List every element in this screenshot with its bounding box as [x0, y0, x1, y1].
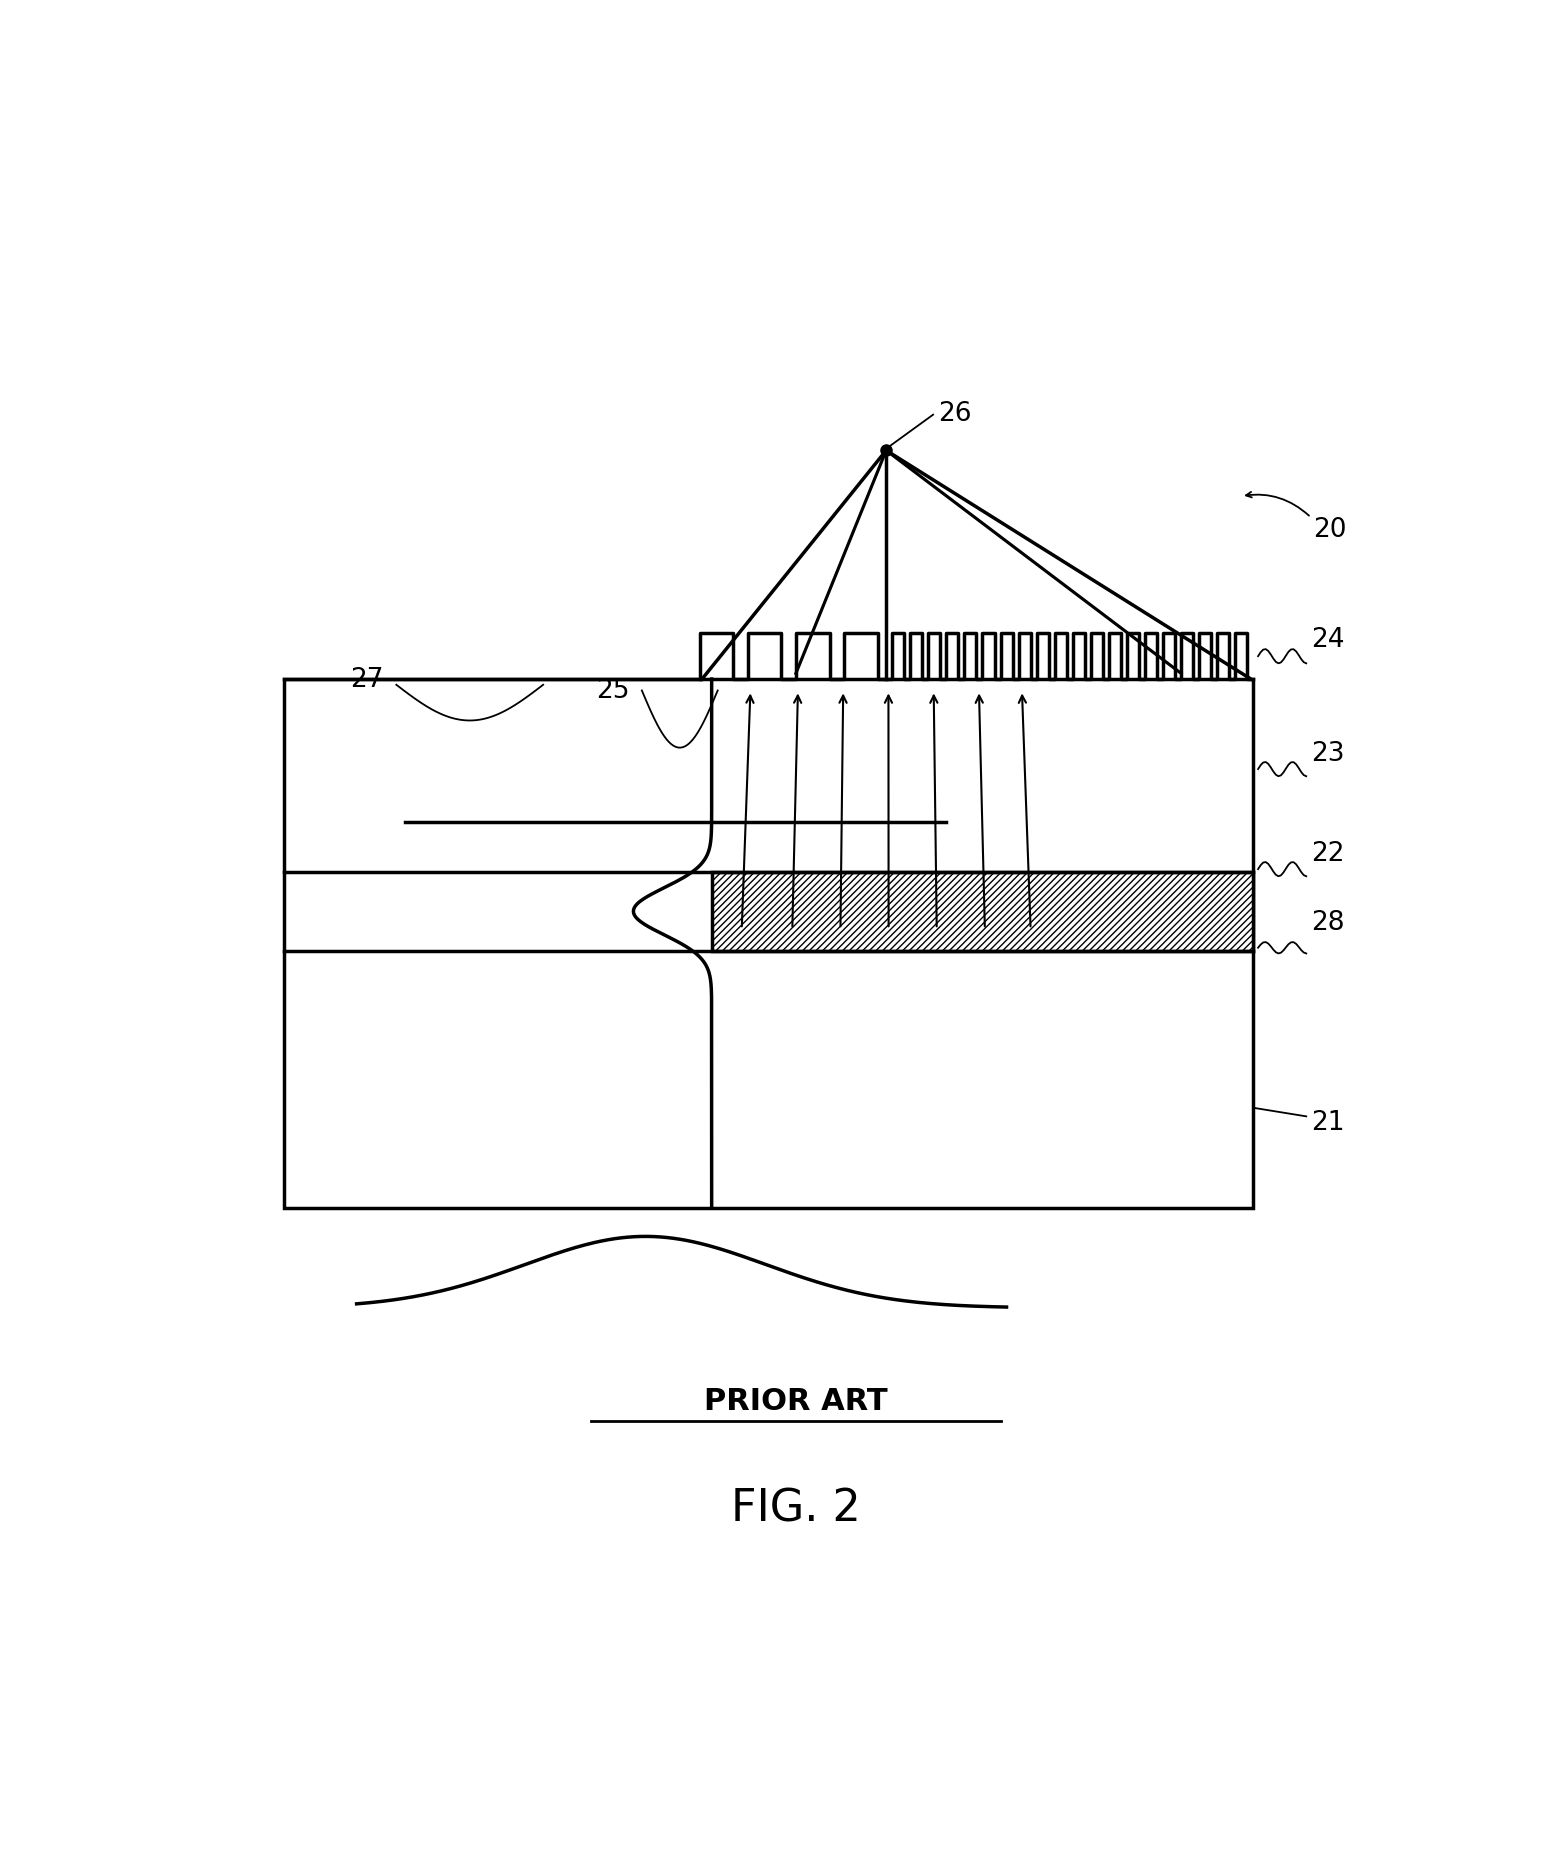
Text: 23: 23: [1311, 740, 1345, 766]
Text: 28: 28: [1311, 909, 1345, 935]
Text: 21: 21: [1311, 1109, 1345, 1135]
Text: 26: 26: [938, 401, 972, 427]
Text: FIG. 2: FIG. 2: [731, 1486, 860, 1530]
Text: 25: 25: [596, 679, 629, 705]
Text: 22: 22: [1311, 840, 1345, 866]
Text: PRIOR ART: PRIOR ART: [704, 1386, 888, 1415]
Bar: [284, 679, 1253, 1208]
Text: 24: 24: [1311, 627, 1345, 653]
Text: 20: 20: [1314, 518, 1346, 544]
Text: 27: 27: [351, 666, 384, 692]
Bar: [711, 872, 1253, 952]
